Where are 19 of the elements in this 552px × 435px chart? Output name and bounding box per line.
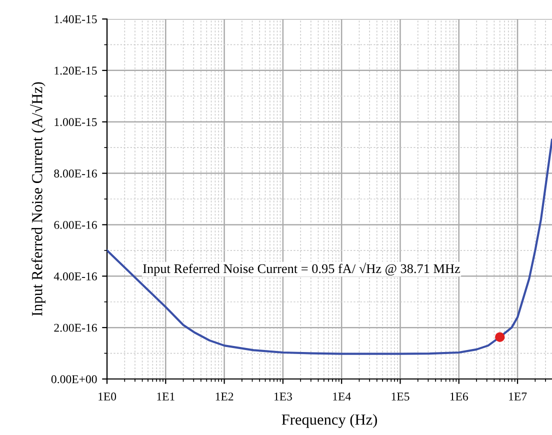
y-tick-label: 1.40E-15 <box>54 15 97 24</box>
y-tick-label: 2.00E-16 <box>54 324 97 332</box>
x-tick-label: 1E3 <box>274 392 292 401</box>
x-tick-label: 1E1 <box>157 392 174 400</box>
x-tick-label: 1E4 <box>333 392 351 400</box>
annotation: Input Referred Noise Current = 0.95 fA/ √Hz @ 38.71 MHz <box>143 262 460 276</box>
y-tick-label: 0.00E+00 <box>51 375 97 384</box>
x-tick-label: 1E0 <box>98 392 116 401</box>
x-tick-label: 1E7 <box>509 392 527 400</box>
x-tick-label: 1E2 <box>216 392 234 400</box>
y-tick-label: 1.20E-15 <box>54 66 97 75</box>
y-tick-label: 4.00E-16 <box>54 272 97 280</box>
y-tick-label: 1.00E-15 <box>54 118 97 126</box>
y-axis-title: Input Referred Noise Current (A/√Hz) <box>30 82 46 316</box>
x-tick-label: 1E6 <box>450 392 468 401</box>
y-tick-label: 8.00E-16 <box>54 170 97 178</box>
x-axis-title: Frequency (Hz) <box>282 414 377 428</box>
y-tick-label: 6.00E-16 <box>54 220 97 229</box>
x-tick-label: 1E5 <box>392 392 410 401</box>
